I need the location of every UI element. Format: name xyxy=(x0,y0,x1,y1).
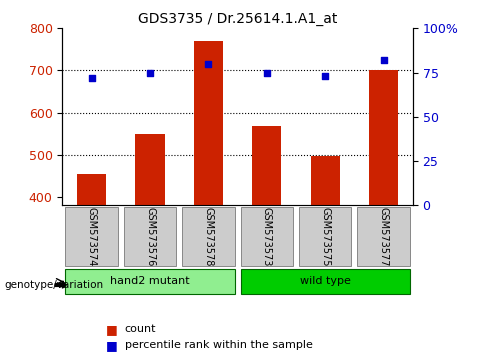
FancyBboxPatch shape xyxy=(65,269,235,294)
Bar xyxy=(194,41,223,205)
Point xyxy=(263,70,271,75)
FancyBboxPatch shape xyxy=(357,207,410,266)
FancyBboxPatch shape xyxy=(240,269,410,294)
Text: GSM573578: GSM573578 xyxy=(204,207,214,266)
FancyBboxPatch shape xyxy=(182,207,235,266)
Text: GSM573573: GSM573573 xyxy=(262,207,272,266)
Bar xyxy=(252,126,281,205)
Text: wild type: wild type xyxy=(300,276,350,286)
Point xyxy=(88,75,96,81)
Text: ■: ■ xyxy=(106,323,117,336)
Text: hand2 mutant: hand2 mutant xyxy=(110,276,190,286)
Text: GSM573575: GSM573575 xyxy=(320,206,330,266)
Point xyxy=(146,70,154,75)
Point xyxy=(321,73,329,79)
Text: count: count xyxy=(125,324,156,334)
Text: GSM573574: GSM573574 xyxy=(86,207,96,266)
Bar xyxy=(369,70,398,205)
Text: percentile rank within the sample: percentile rank within the sample xyxy=(125,340,312,350)
Bar xyxy=(77,174,106,205)
FancyBboxPatch shape xyxy=(299,207,351,266)
Title: GDS3735 / Dr.25614.1.A1_at: GDS3735 / Dr.25614.1.A1_at xyxy=(138,12,337,26)
FancyBboxPatch shape xyxy=(124,207,176,266)
Text: GSM573577: GSM573577 xyxy=(379,206,389,266)
FancyBboxPatch shape xyxy=(65,207,118,266)
Point xyxy=(380,57,387,63)
Text: GSM573576: GSM573576 xyxy=(145,207,155,266)
Text: ■: ■ xyxy=(106,339,117,352)
Point xyxy=(204,61,212,67)
FancyBboxPatch shape xyxy=(240,207,293,266)
Bar xyxy=(311,156,340,205)
Text: genotype/variation: genotype/variation xyxy=(5,280,104,290)
Bar xyxy=(135,134,165,205)
